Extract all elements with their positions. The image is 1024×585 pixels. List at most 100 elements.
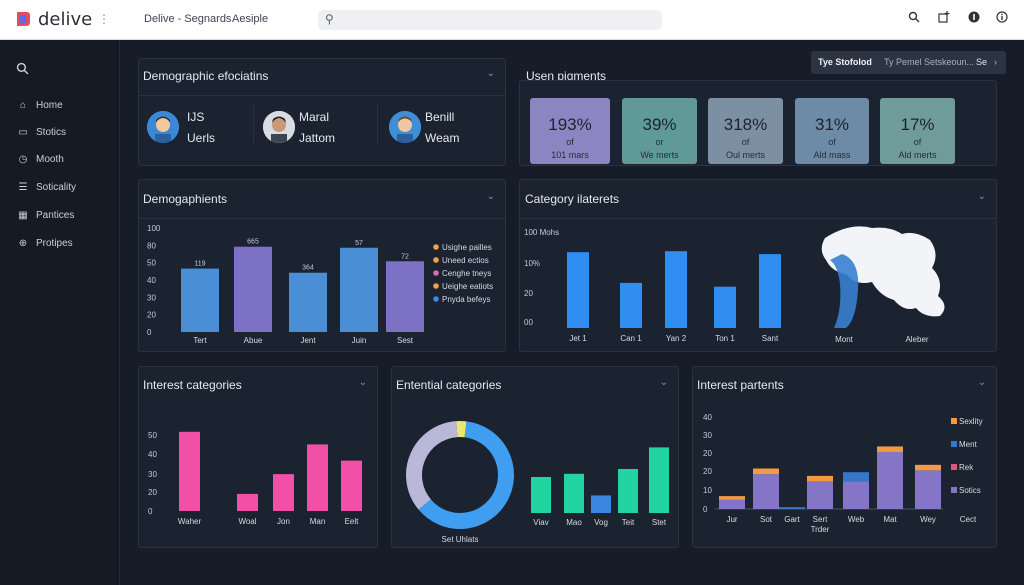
tile-label: 101 mars <box>551 150 589 160</box>
world-map <box>821 226 945 317</box>
y-tick-label: 100 <box>147 224 161 233</box>
x-tick-label: Juin <box>352 336 367 345</box>
tile-label: Ald merts <box>898 150 937 160</box>
chevron-down-icon[interactable]: ⌄ <box>659 377 668 388</box>
y-tick-label: 30 <box>148 470 157 479</box>
data-label: 364 <box>302 265 314 272</box>
filter-bar[interactable]: Tye Stofolod Ty Pemel Setskeoun... Se › <box>811 51 1006 74</box>
pigment-tile[interactable]: 193% of 101 mars <box>530 98 610 164</box>
sidebar-item-mooth[interactable]: ◷ Mooth <box>16 151 64 167</box>
sidebar-item-pantices[interactable]: ▦ Pantices <box>16 207 74 223</box>
bar <box>591 495 611 513</box>
y-tick-label: 20 <box>703 467 712 476</box>
search-input[interactable] <box>342 12 652 28</box>
y-tick-label: 30 <box>703 431 712 440</box>
bar <box>341 460 362 511</box>
x-tick-label: Stet <box>652 518 667 527</box>
person-card[interactable]: Maral Jattom <box>263 103 373 153</box>
y-tick-label: 20 <box>703 449 712 458</box>
bar <box>620 282 642 328</box>
tile-label: We merts <box>640 150 679 160</box>
y-tick-label: 0 <box>147 328 152 337</box>
x-tick-label: Web <box>848 515 865 524</box>
person-role: Uerls <box>187 131 216 145</box>
legend-label: Cenghe tneys <box>442 269 491 278</box>
panel-title: Interest categories <box>143 378 242 392</box>
legend-label: Ment <box>959 440 978 449</box>
chevron-down-icon[interactable]: ⌄ <box>358 377 367 388</box>
search-icon[interactable] <box>906 11 922 27</box>
x-tick-label: Sot <box>760 515 773 524</box>
person-card[interactable]: Benill Weam <box>389 103 499 153</box>
tile-value: 318% <box>723 115 768 134</box>
brand-name[interactable]: delive <box>38 9 93 30</box>
bar <box>714 286 736 328</box>
search-icon[interactable] <box>16 62 29 78</box>
chevron-down-icon[interactable]: › <box>994 57 997 67</box>
person-name: IJS <box>187 110 205 124</box>
filter-value[interactable]: Ty Pemel Setskeoun... <box>884 57 975 67</box>
panel-parents: Interest partents ⌄ 40 30 20 20 10 0 Jur Sot Gar… <box>692 366 997 548</box>
top-search[interactable]: ⚲ <box>318 10 662 30</box>
x-tick-label: Jent <box>300 336 316 345</box>
sidebar-item-label: Pantices <box>36 209 75 221</box>
data-label: 119 <box>194 261 205 268</box>
y-tick-label: 0 <box>703 505 708 514</box>
clock-icon: ◷ <box>18 153 28 165</box>
nav-link-aesiple[interactable]: Aesiple <box>232 13 269 25</box>
person-role: Weam <box>425 131 460 145</box>
sidebar-item-home[interactable]: ⌂ Home <box>16 97 63 113</box>
sidebar-item-soticality[interactable]: ☰ Soticality <box>16 179 77 195</box>
legend-swatch <box>433 283 439 289</box>
tile-sub: of <box>741 137 750 147</box>
stacked-bar-segment <box>915 464 941 471</box>
info-icon[interactable] <box>994 11 1010 27</box>
sidebar-item-stotics[interactable]: ▭ Stotics <box>16 124 66 140</box>
legend-swatch <box>433 296 439 302</box>
pigment-tile[interactable]: 39% or We merts <box>622 98 697 164</box>
data-label: 57 <box>355 240 363 247</box>
chevron-down-icon[interactable]: ⌄ <box>486 191 495 202</box>
pigment-tile[interactable]: 318% of Oul merts <box>708 98 783 164</box>
pigment-tile[interactable]: 31% of Ald mass <box>795 98 869 164</box>
brand-menu-icon[interactable]: ⋮ <box>98 12 110 26</box>
nav-link-segnards[interactable]: Delive - Segnards <box>144 13 232 25</box>
bar <box>567 252 589 328</box>
x-tick-label: Wey <box>920 515 936 524</box>
sidebar: ⌂ Home ▭ Stotics ◷ Mooth ☰ Soticality ▦ … <box>0 40 120 585</box>
bar <box>307 444 328 511</box>
category-chart: 100 Mohs 10% 20 00 Jet 1 Can 1 Yan 2 Ton 1 Sant M… <box>524 226 945 344</box>
sidebar-item-label: Soticality <box>36 181 77 193</box>
x-tick-label: Tert <box>193 336 207 345</box>
bar <box>179 431 200 511</box>
add-icon[interactable] <box>936 11 952 27</box>
bar <box>665 251 687 328</box>
account-icon[interactable] <box>966 11 982 27</box>
x-tick-label: Eelt <box>345 517 360 526</box>
tile-sub: of <box>913 137 922 147</box>
globe-icon: ⊕ <box>18 237 28 249</box>
y-tick-label: 30 <box>147 293 156 302</box>
x-tick-label: Sest <box>397 336 414 345</box>
y-tick-label: 50 <box>148 431 157 440</box>
data-label: 665 <box>247 239 259 246</box>
panel-pigments: Usen pigments <box>519 58 997 166</box>
y-tick-label: 10 <box>703 486 712 495</box>
bar <box>564 473 584 513</box>
tile-sub: of <box>566 137 574 147</box>
chevron-down-icon[interactable]: ⌄ <box>977 191 986 202</box>
stacked-bar-segment <box>719 496 745 500</box>
filter-select[interactable]: Se <box>976 57 988 67</box>
sidebar-item-protipes[interactable]: ⊕ Protipes <box>16 235 73 251</box>
demographics-chart: 100 80 50 40 30 20 0 119 Tert 665 Abue 364 Jent 57 Jui… <box>147 224 493 345</box>
map-label: Mont <box>835 335 854 344</box>
sidebar-item-label: Protipes <box>36 237 73 249</box>
panel-title: Interest partents <box>697 378 784 392</box>
x-tick-label: Sant <box>762 334 779 343</box>
y-tick-label: 20 <box>524 289 533 298</box>
chevron-down-icon[interactable]: ⌄ <box>977 377 986 388</box>
person-card[interactable]: IJS Uerls <box>147 103 257 153</box>
search-icon: ⚲ <box>325 12 334 26</box>
chevron-down-icon[interactable]: ⌄ <box>486 68 495 79</box>
pigment-tile[interactable]: 17% of Ald merts <box>880 98 955 164</box>
